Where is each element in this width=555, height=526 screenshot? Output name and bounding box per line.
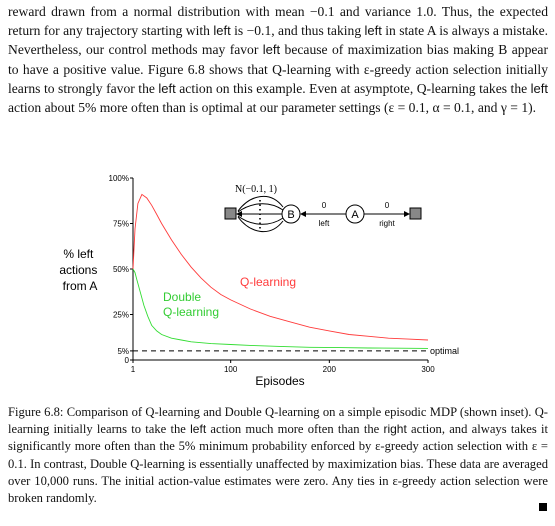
series-line-q-learning — [132, 193, 429, 341]
y-tick-label: 100% — [109, 174, 129, 183]
right-action-label: right — [379, 219, 395, 228]
series-label-double-q-learning: Double Q-learning — [163, 290, 219, 319]
y-tick-label: 0 — [125, 356, 130, 365]
arrow-b-to-terminal-top — [237, 196, 284, 212]
arrow-b-to-terminal-down — [237, 215, 284, 225]
left-reward: 0 — [322, 201, 327, 210]
x-axis-label: Episodes — [255, 374, 304, 388]
x-tick-label: 300 — [421, 365, 435, 374]
terminal-state-right — [409, 207, 422, 220]
x-ticks: 1 100 200 300 — [131, 360, 435, 374]
x-tick-label: 100 — [224, 365, 238, 374]
arrow-b-to-terminal-bottom — [237, 216, 284, 232]
optimal-label: optimal — [430, 346, 459, 356]
x-tick-label: 200 — [323, 365, 337, 374]
series-label-q-learning: Q-learning — [240, 275, 296, 289]
y-axis-label: % left actions from A — [59, 247, 100, 293]
y-tick-label: 50% — [113, 265, 129, 274]
end-of-caption-marker — [539, 503, 547, 511]
arrowhead-terminal-left — [236, 211, 242, 217]
y-tick-label: 25% — [113, 311, 129, 320]
arrowhead-b — [300, 211, 306, 217]
arrow-b-to-terminal-up — [237, 203, 284, 213]
x-tick-label: 1 — [131, 365, 136, 374]
figure-caption: Figure 6.8: Comparison of Q-learning and… — [8, 405, 548, 506]
y-tick-label: 75% — [113, 220, 129, 229]
series-line-double-q-learning — [132, 268, 429, 349]
mdp-inset: N(−0.1, 1) B A 0 left 0 right — [224, 184, 422, 232]
series-lines — [132, 193, 429, 349]
reward-distribution-label: N(−0.1, 1) — [235, 184, 277, 195]
body-paragraph: reward drawn from a normal distribution … — [8, 4, 549, 116]
state-a-label: A — [351, 209, 359, 221]
y-ticks: 100% 75% 50% 25% 5%0 — [109, 174, 133, 365]
terminal-state-left — [224, 207, 237, 220]
arrowhead-terminal-right — [404, 211, 410, 217]
left-action-label: left — [319, 219, 330, 228]
right-reward: 0 — [385, 201, 390, 210]
figure-chart: 100%75%50%25%5%0 1 100 200 300 optimal % le… — [59, 174, 459, 388]
y-tick-label: 5% — [117, 347, 129, 356]
state-b-label: B — [287, 209, 294, 221]
